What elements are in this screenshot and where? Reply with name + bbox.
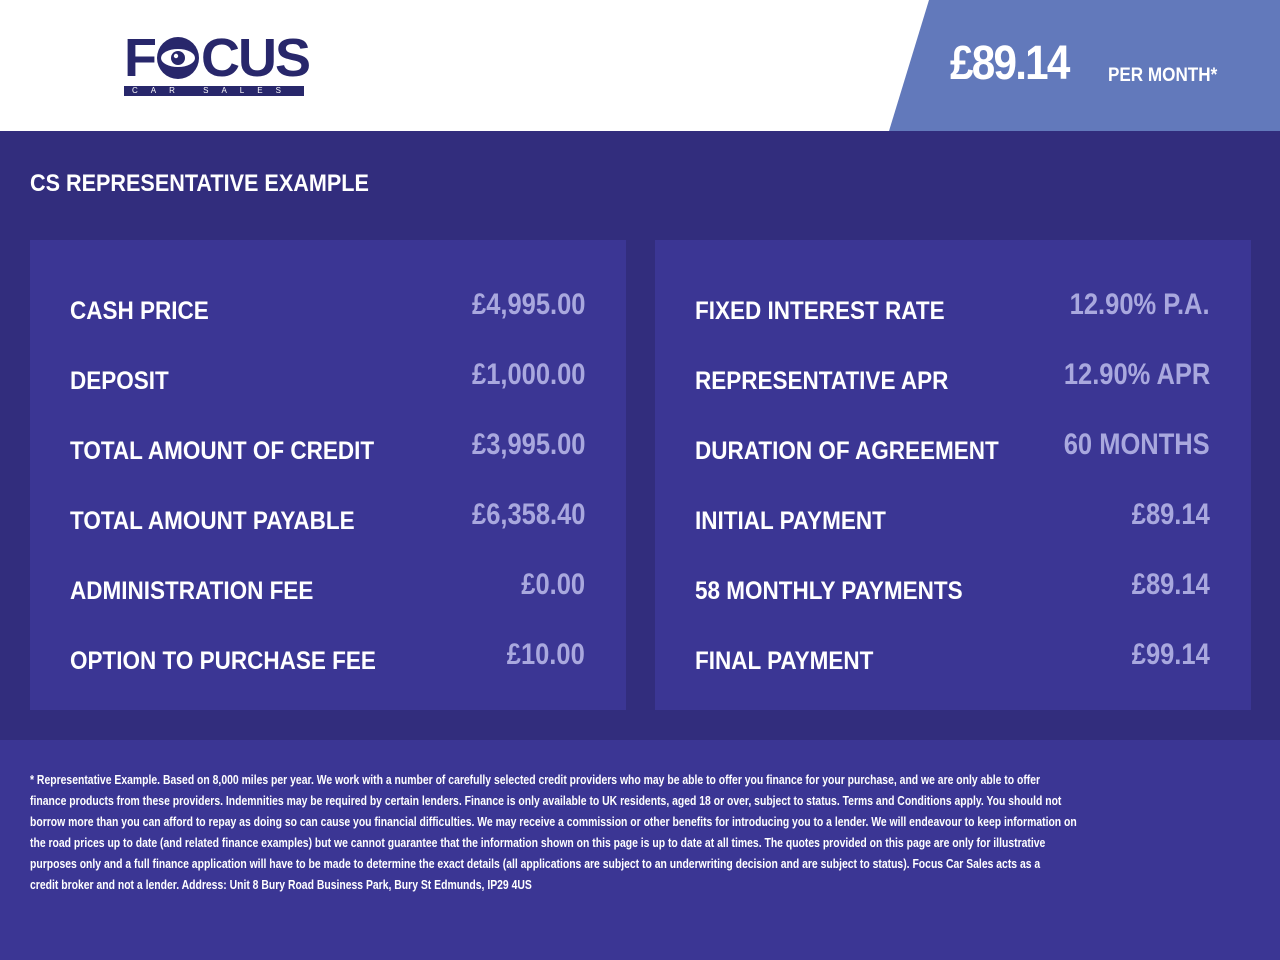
finance-row: TOTAL AMOUNT PAYABLE £6,358.40 [70,496,585,536]
row-label: 58 MONTHLY PAYMENTS [695,577,963,605]
row-value: £99.14 [1131,638,1210,671]
row-value: £4,995.00 [471,288,585,321]
row-label: INITIAL PAYMENT [695,507,886,535]
disclaimer-line: purposes only and a full finance applica… [30,856,1041,871]
disclaimer-line: credit broker and not a lender. Address:… [30,877,532,892]
row-label: FIXED INTEREST RATE [695,297,945,325]
row-label: OPTION TO PURCHASE FEE [70,647,376,675]
row-label: CASH PRICE [70,297,209,325]
monthly-price: £89.14 [950,37,1070,90]
disclaimer-line: * Representative Example. Based on 8,000… [30,772,1041,787]
header: F CUS CAR SALES £89.14 PER MONTH* [0,0,1280,131]
finance-row: FINAL PAYMENT £99.14 [695,636,1210,676]
row-label: FINAL PAYMENT [695,647,874,675]
row-value: £1,000.00 [471,358,585,391]
row-value: £0.00 [521,568,585,601]
disclaimer-line: the road prices up to date (and related … [30,835,1046,850]
row-value: £89.14 [1131,498,1210,531]
logo-subtext: CAR SALES [124,86,304,96]
row-value: 12.90% P.A. [1070,288,1210,321]
row-label: DURATION OF AGREEMENT [695,437,999,465]
row-label: DEPOSIT [70,367,169,395]
finance-row: REPRESENTATIVE APR 12.90% APR [695,356,1210,396]
row-label: REPRESENTATIVE APR [695,367,949,395]
focus-car-sales-logo: F CUS CAR SALES [124,28,311,96]
eye-icon [157,37,199,79]
row-value: £3,995.00 [471,428,585,461]
finance-row: OPTION TO PURCHASE FEE £10.00 [70,636,585,676]
finance-row: DEPOSIT £1,000.00 [70,356,585,396]
row-value: 12.90% APR [1063,358,1210,391]
finance-row: 58 MONTHLY PAYMENTS £89.14 [695,566,1210,606]
finance-row: TOTAL AMOUNT OF CREDIT £3,995.00 [70,426,585,466]
logo-letter-f: F [124,28,157,88]
finance-row: FIXED INTEREST RATE 12.90% P.A. [695,286,1210,326]
row-label: ADMINISTRATION FEE [70,577,314,605]
row-value: £6,358.40 [471,498,585,531]
finance-row: CASH PRICE £4,995.00 [70,286,585,326]
logo-letters-cus: CUS [201,28,311,88]
finance-row: ADMINISTRATION FEE £0.00 [70,566,585,606]
row-label: TOTAL AMOUNT OF CREDIT [70,437,375,465]
row-value: 60 MONTHS [1064,428,1210,461]
disclaimer-footer: * Representative Example. Based on 8,000… [0,740,1280,960]
logo-wordmark: F CUS [124,28,311,88]
row-value: £89.14 [1131,568,1210,601]
row-value: £10.00 [506,638,585,671]
section-title: CS REPRESENTATIVE EXAMPLE [30,170,369,197]
disclaimer-line: finance products from these providers. I… [30,793,1062,808]
price-banner [889,0,1280,131]
disclaimer-line: borrow more than you can afford to repay… [30,814,1077,829]
right-finance-panel: FIXED INTEREST RATE 12.90% P.A. REPRESENT… [655,240,1251,710]
finance-row: DURATION OF AGREEMENT 60 MONTHS [695,426,1210,466]
finance-row: INITIAL PAYMENT £89.14 [695,496,1210,536]
per-month-label: PER MONTH* [1108,65,1218,86]
row-label: TOTAL AMOUNT PAYABLE [70,507,355,535]
left-finance-panel: CASH PRICE £4,995.00 DEPOSIT £1,000.00 TOT… [30,240,626,710]
